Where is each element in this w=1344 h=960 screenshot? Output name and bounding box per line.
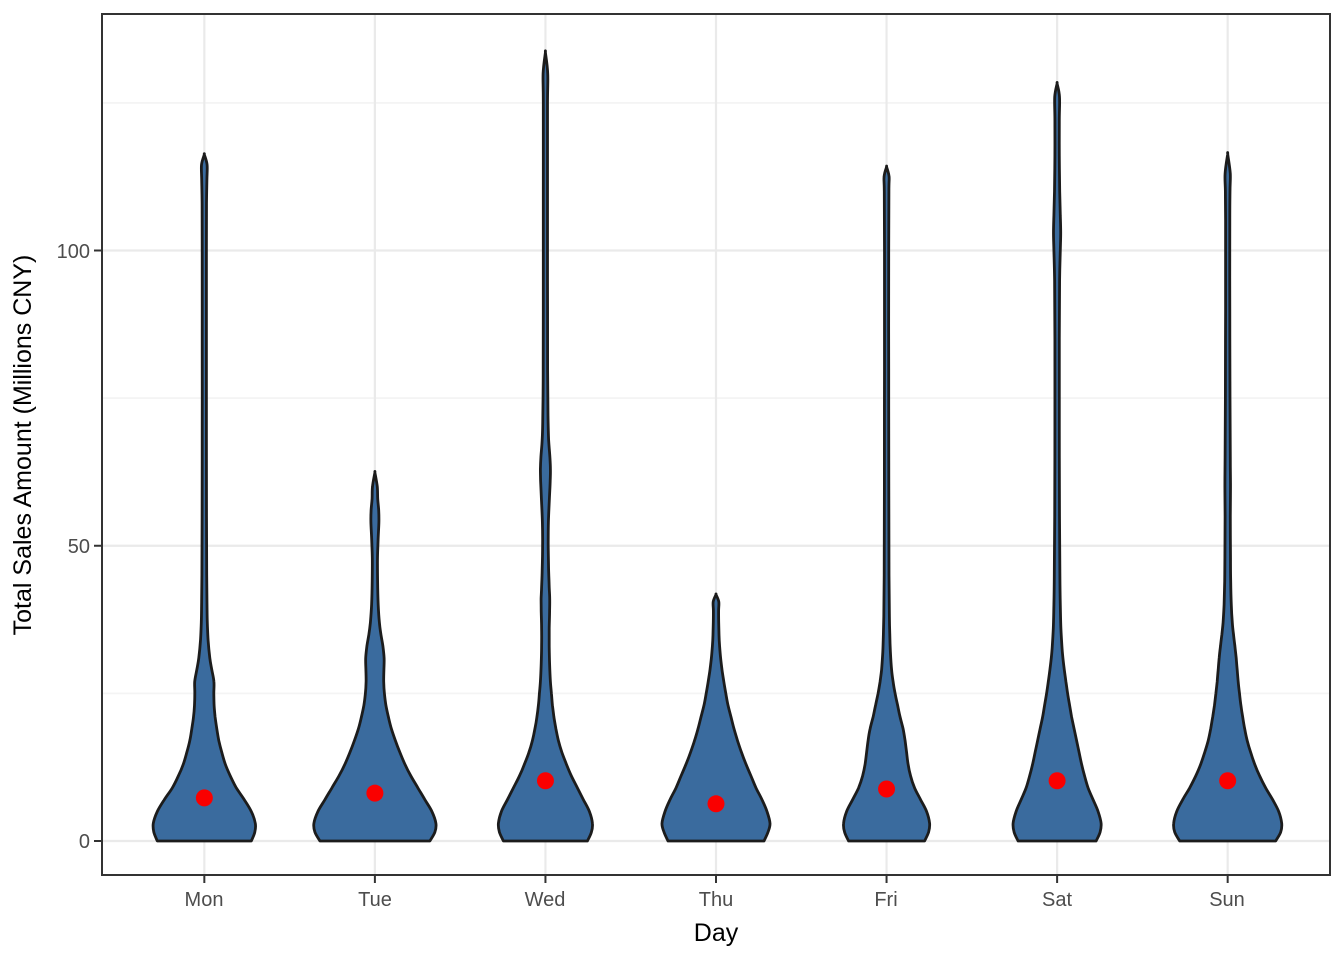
y-tick-label-100: 100	[57, 241, 90, 263]
panel-frame-layer	[94, 13, 1331, 883]
mean-dot-mon	[195, 789, 213, 807]
mean-dot-layer	[195, 772, 1237, 813]
mean-dot-sun	[1219, 772, 1237, 790]
violin-sat	[1011, 80, 1103, 843]
mean-dot-tue	[366, 784, 384, 802]
y-tick-label-0: 0	[79, 831, 90, 853]
violin-layer	[151, 49, 1284, 843]
x-tick-label-wed: Wed	[525, 889, 566, 911]
x-tick-label-sun: Sun	[1209, 889, 1245, 911]
x-axis-title: Day	[694, 919, 739, 947]
x-tick-label-tue: Tue	[358, 889, 392, 911]
mean-dot-sat	[1048, 772, 1066, 790]
mean-dot-wed	[536, 772, 554, 790]
violin-thu	[660, 592, 772, 843]
violin-wed	[496, 49, 594, 843]
x-tick-label-fri: Fri	[874, 889, 897, 911]
y-axis-title: Total Sales Amount (Millions CNY)	[9, 255, 37, 636]
x-tick-label-mon: Mon	[185, 889, 224, 911]
violin-tue	[312, 470, 438, 843]
x-tick-label-sat: Sat	[1042, 889, 1072, 911]
violin-fri	[842, 164, 932, 843]
violin-mon	[151, 152, 257, 843]
mean-dot-fri	[878, 780, 896, 798]
x-tick-label-thu: Thu	[699, 889, 733, 911]
y-tick-label-50: 50	[68, 536, 90, 558]
mean-dot-thu	[707, 795, 725, 813]
violin-sun	[1172, 151, 1284, 843]
